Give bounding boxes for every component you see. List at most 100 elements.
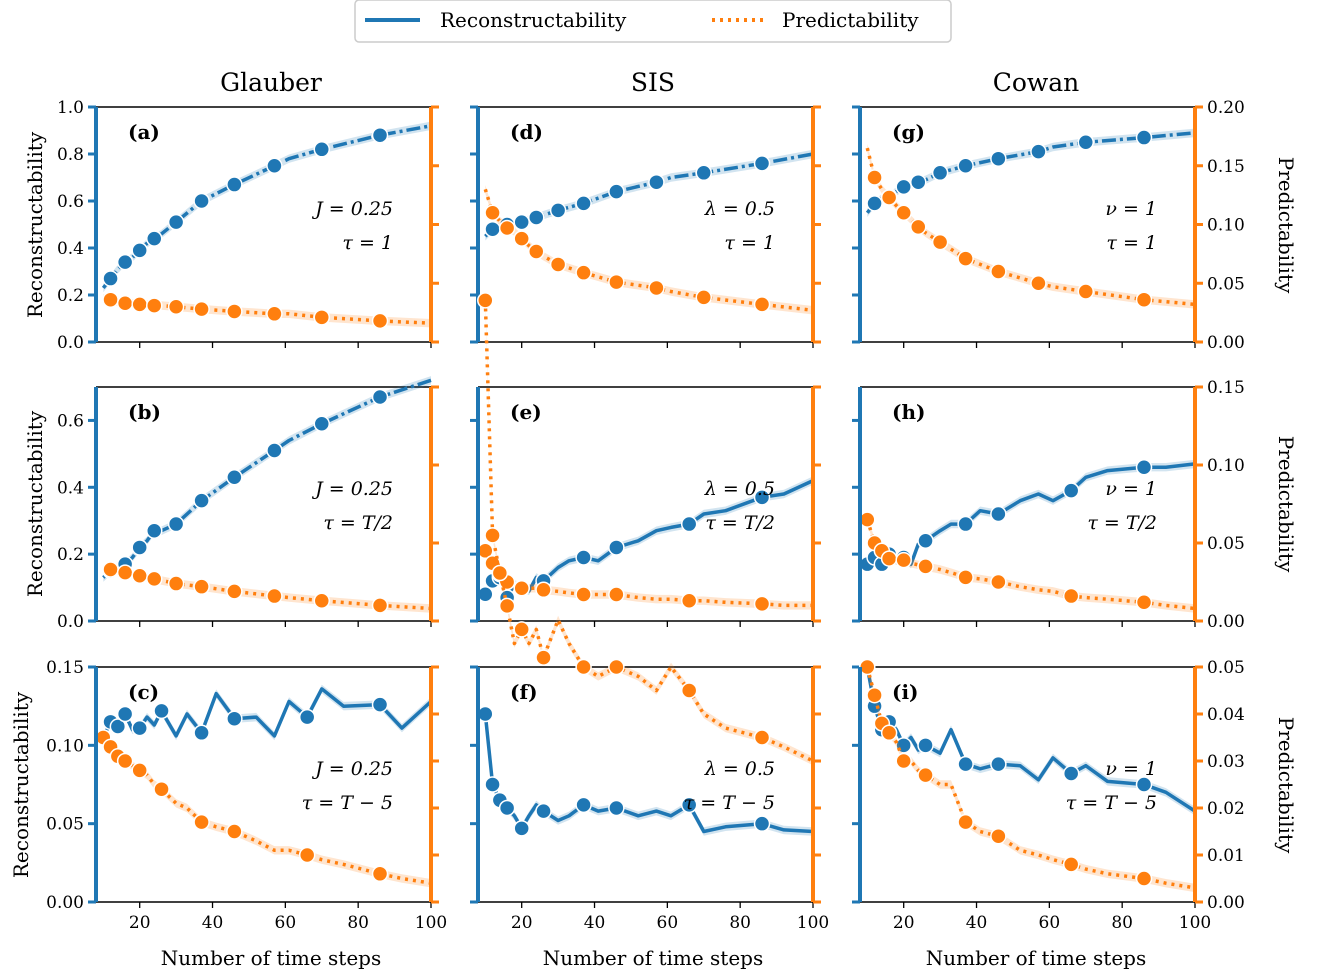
x-tick-label: 80 [729,913,751,933]
data-point-predictability [957,569,974,586]
y-tick-label-right: 0.00 [1207,333,1245,353]
x-tick-label: 20 [893,913,915,933]
parameter-label: λ = 0.5 [704,198,775,220]
panel-label: (b) [128,400,161,424]
data-point-reconstructability [131,242,148,259]
y-tick-label-right: 0.04 [1207,705,1245,725]
x-tick-label: 20 [511,913,533,933]
data-point-predictability [491,564,509,582]
data-point-predictability [131,762,148,779]
data-point-predictability [266,305,283,323]
data-point-reconstructability [371,126,389,144]
data-point-predictability [193,300,210,318]
data-point-reconstructability [695,164,713,182]
data-point-reconstructability [266,157,283,174]
data-point-reconstructability [102,270,119,287]
panel-label: (f) [510,680,538,704]
data-point-predictability [266,587,283,605]
panels: 0.0 0.2 0.4 0.6 0.8 1.0 (a) J = 0.25 τ = 1 0.0 0.2… [46,98,1245,933]
data-point-predictability [859,511,876,528]
panel-b: 0.0 0.2 0.4 0.6 (b) J = 0.25 τ = T/2 [57,376,439,632]
data-point-reconstructability [1077,134,1095,151]
data-point-reconstructability [513,820,530,837]
y-tick-label-left: 0.4 [57,239,84,259]
x-tick-label: 60 [657,913,679,933]
data-point-reconstructability [167,515,185,533]
data-point-predictability [102,561,119,578]
data-point-predictability [313,592,331,609]
data-point-predictability [153,780,170,798]
parameter-label: τ = T − 5 [1066,792,1157,814]
parameter-label: τ = T/2 [1087,512,1157,534]
data-point-predictability [116,752,134,770]
parameter-label: τ = 1 [342,232,393,254]
data-point-reconstructability [931,164,949,182]
data-point-reconstructability [990,505,1007,523]
data-point-reconstructability [131,719,148,737]
data-point-predictability [226,303,243,320]
data-point-predictability [866,169,883,186]
ylabel-left-row-2: Reconstructability [23,410,47,597]
series-band-predictability [485,546,813,610]
y-tick-label-right: 0.15 [1207,378,1245,398]
data-point-reconstructability [109,718,127,735]
data-point-reconstructability [298,708,316,726]
data-point-predictability [549,256,567,273]
x-tick-label: 100 [1179,913,1211,933]
legend-label-predictability: Predictability [782,8,919,32]
data-point-predictability [895,204,912,221]
series-line-predictability [101,736,432,885]
xlabel-col-2: Number of time steps [543,946,764,970]
data-point-reconstructability [116,253,134,271]
ylabel-left-row-3: Reconstructability [9,691,33,878]
x-tick-label: 40 [584,913,606,933]
y-tick-label-left: 0.4 [57,478,84,498]
panel-d: (d) λ = 0.5 τ = 1 [470,105,821,348]
y-tick-label-left: 0.10 [46,736,84,756]
y-tick-label-left: 1.0 [57,98,84,118]
data-point-predictability [680,682,698,699]
data-point-predictability [116,564,134,581]
data-point-reconstructability [484,220,501,238]
data-point-predictability [608,658,625,676]
legend-label-reconstructability: Reconstructability [440,8,627,32]
panel-g: 0.00 0.05 0.10 0.15 0.20 (g) ν = 1 τ = 1 [852,98,1245,353]
data-point-reconstructability [498,799,516,817]
data-point-reconstructability [226,710,243,727]
x-tick-label: 80 [1111,913,1133,933]
data-point-predictability [371,865,389,883]
data-point-predictability [477,292,494,309]
y-tick-label-right: 0.00 [1207,893,1245,913]
series-line-predictability [865,666,1196,890]
data-point-predictability [648,279,665,297]
y-tick-label-right: 0.02 [1207,799,1245,819]
x-tick-label: 80 [347,913,369,933]
panel-label: (d) [510,120,543,144]
y-tick-label-right: 0.05 [1207,274,1245,294]
x-tick-label: 40 [966,913,988,933]
panel-a: 0.0 0.2 0.4 0.6 0.8 1.0 (a) J = 0.25 τ = 1 [57,98,439,353]
data-point-reconstructability [535,802,552,820]
data-point-reconstructability [528,209,545,226]
data-point-predictability [226,823,243,840]
y-tick-label-right: 0.10 [1207,216,1245,236]
data-point-predictability [880,724,898,742]
data-point-predictability [535,581,552,599]
data-point-predictability [131,296,148,313]
xlabel-col-3: Number of time steps [926,946,1147,970]
data-point-predictability [371,312,389,330]
data-point-reconstructability [1135,129,1153,146]
data-point-predictability [753,595,771,613]
data-point-predictability [575,586,592,603]
data-point-reconstructability [1135,776,1153,793]
parameter-label: J = 0.25 [311,478,393,500]
parameter-label: λ = 0.5 [704,478,775,500]
series-band-predictability [103,565,432,613]
data-point-predictability [608,586,625,603]
data-point-predictability [513,230,530,247]
y-tick-label-left: 0.2 [57,286,84,306]
data-point-predictability [371,597,389,614]
data-point-predictability [917,558,934,575]
y-tick-label-left: 0.15 [46,658,84,678]
